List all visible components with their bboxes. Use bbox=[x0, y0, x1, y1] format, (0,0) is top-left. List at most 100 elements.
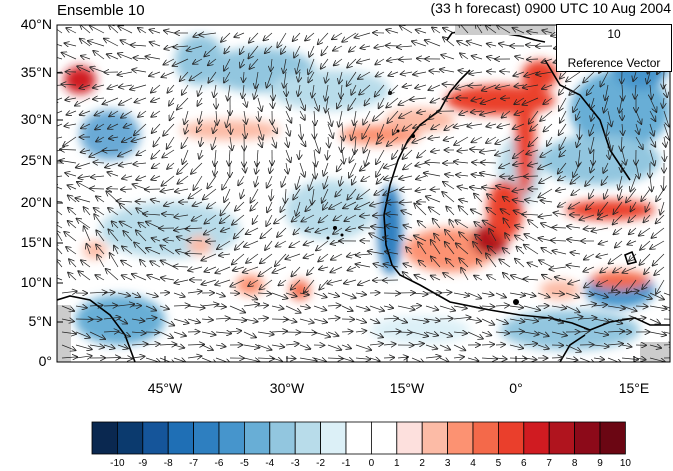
wind-vector bbox=[57, 207, 63, 216]
wind-vector bbox=[307, 266, 315, 275]
wind-vector bbox=[104, 39, 119, 47]
colorbar-tick-label: -3 bbox=[290, 458, 300, 469]
wind-vector bbox=[486, 25, 497, 34]
wind-vector bbox=[585, 175, 595, 186]
wind-vector bbox=[631, 201, 637, 211]
wind-vector bbox=[513, 200, 525, 202]
wind-vector bbox=[593, 319, 609, 322]
wind-vector bbox=[325, 84, 328, 101]
wind-vector bbox=[386, 225, 399, 228]
wind-vector bbox=[397, 305, 415, 310]
wind-vector bbox=[80, 111, 91, 115]
lat-label-40n: 40°N bbox=[20, 16, 52, 32]
wind-vector bbox=[387, 59, 399, 61]
wind-vector bbox=[414, 203, 427, 216]
wind-vector bbox=[285, 293, 297, 296]
wind-vector bbox=[134, 123, 147, 135]
wind-vector bbox=[560, 110, 567, 123]
colorbar-tick-label: -2 bbox=[316, 458, 326, 469]
wind-vector bbox=[277, 227, 287, 237]
wind-vector bbox=[663, 110, 669, 126]
wind-vector bbox=[607, 357, 622, 362]
wind-vector bbox=[368, 251, 385, 254]
wind-vector bbox=[277, 32, 287, 47]
wind-vector bbox=[93, 51, 105, 60]
wind-vector bbox=[108, 208, 119, 216]
wind-vector bbox=[341, 292, 356, 298]
wind-vector bbox=[425, 345, 437, 349]
wind-vector bbox=[230, 136, 232, 150]
wind-vector bbox=[226, 110, 230, 127]
wind-vector bbox=[57, 201, 63, 203]
wind-vector bbox=[212, 136, 216, 149]
wind-vector bbox=[551, 240, 567, 241]
wind-vector bbox=[298, 71, 300, 82]
reference-vector-value: 10 bbox=[607, 27, 621, 41]
wind-vector bbox=[429, 84, 441, 90]
wind-vector bbox=[649, 306, 667, 309]
wind-vector bbox=[426, 196, 441, 203]
wind-vector bbox=[389, 84, 399, 94]
wind-vector bbox=[173, 318, 189, 323]
wind-vector bbox=[401, 211, 413, 216]
wind-vector bbox=[149, 72, 161, 76]
wind-vector bbox=[528, 220, 539, 229]
wind-vector bbox=[96, 196, 105, 203]
wind-vector bbox=[377, 136, 385, 144]
wind-vector bbox=[555, 277, 567, 280]
reference-vector-box: 10 Reference Vector bbox=[556, 24, 672, 72]
wind-vector bbox=[559, 84, 567, 95]
wind-vector bbox=[102, 150, 119, 151]
wind-vector bbox=[258, 97, 262, 111]
wind-vector bbox=[57, 230, 63, 242]
lon-label-45w: 45°W bbox=[147, 380, 183, 396]
wind-vector bbox=[512, 189, 525, 191]
wind-vector bbox=[271, 188, 272, 200]
wind-vector bbox=[296, 58, 300, 74]
wind-vector bbox=[246, 253, 259, 263]
wind-vector bbox=[136, 176, 147, 180]
wind-vector bbox=[607, 344, 623, 345]
wind-vector bbox=[229, 331, 241, 332]
wind-vector bbox=[228, 84, 230, 100]
wind-vector bbox=[234, 227, 245, 238]
wind-vector bbox=[586, 201, 595, 210]
wind-vector bbox=[495, 332, 509, 333]
wind-vector bbox=[299, 293, 309, 295]
wind-vector bbox=[649, 136, 655, 147]
colorbar-swatch bbox=[320, 421, 347, 455]
wind-vector bbox=[159, 357, 175, 362]
wind-vector bbox=[309, 175, 315, 190]
wind-vector bbox=[118, 149, 133, 156]
wind-vector bbox=[192, 214, 203, 221]
wind-vector bbox=[90, 26, 105, 34]
wind-vector bbox=[416, 189, 427, 191]
wind-vector bbox=[318, 253, 329, 262]
wind-vector bbox=[109, 110, 119, 116]
wind-vector bbox=[260, 253, 273, 263]
wind-vector bbox=[318, 32, 329, 44]
wind-vector bbox=[443, 98, 455, 99]
wind-vector bbox=[607, 292, 620, 293]
wind-vector bbox=[215, 306, 226, 307]
wind-vector bbox=[77, 66, 91, 73]
wind-vector bbox=[187, 319, 200, 323]
wind-vector bbox=[66, 247, 77, 255]
wind-vector bbox=[213, 123, 216, 133]
wind-vector bbox=[621, 358, 638, 360]
wind-vector bbox=[131, 319, 144, 321]
wind-vector bbox=[243, 292, 257, 299]
wind-vector bbox=[605, 84, 608, 100]
wind-vector bbox=[215, 345, 226, 347]
wind-vector bbox=[57, 71, 63, 73]
wind-vector bbox=[230, 123, 231, 134]
wind-vector bbox=[299, 306, 310, 308]
wind-vector bbox=[75, 331, 90, 338]
wind-vector bbox=[257, 358, 274, 359]
wind-vector bbox=[383, 237, 399, 241]
wind-vector bbox=[341, 358, 353, 361]
wind-vector bbox=[220, 214, 231, 223]
wind-vector bbox=[371, 227, 385, 229]
wind-vector bbox=[399, 176, 413, 179]
wind-vector bbox=[583, 266, 595, 272]
